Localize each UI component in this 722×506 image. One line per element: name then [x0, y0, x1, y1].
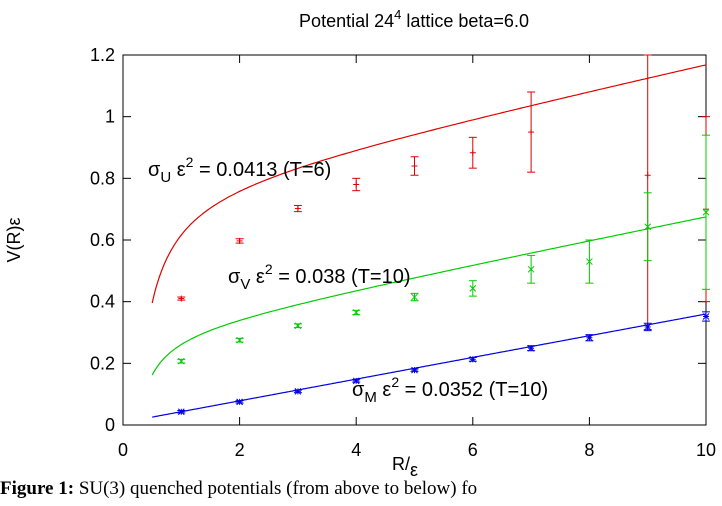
marker	[586, 334, 593, 342]
data-point-u	[177, 295, 186, 302]
marker	[352, 309, 360, 316]
x-tick-label: 4	[351, 440, 361, 460]
data-point-u	[527, 91, 536, 173]
fit-curve-u	[151, 64, 707, 304]
x-tick-label: 0	[118, 440, 128, 460]
x-tick-label: 6	[468, 440, 478, 460]
marker	[469, 285, 477, 292]
data-point-v	[527, 254, 536, 284]
marker	[644, 323, 652, 331]
figure-caption: Figure 1: SU(3) quenched potentials (fro…	[0, 478, 722, 500]
data-point-u	[293, 204, 302, 213]
marker	[702, 313, 710, 320]
marker	[294, 388, 302, 395]
y-tick-label: 0.2	[90, 353, 115, 373]
data-point-m	[643, 322, 652, 332]
marker	[352, 377, 360, 385]
y-tick-label: 0.6	[90, 230, 115, 250]
data-point-v	[352, 309, 361, 316]
data-point-v	[177, 357, 186, 365]
data-point-u	[235, 237, 244, 244]
data-point-u	[643, 54, 652, 330]
y-axis-label: V(R)ε	[4, 217, 24, 262]
data-point-v	[468, 280, 477, 297]
data-point-m	[410, 366, 419, 374]
x-tick-label: 8	[584, 440, 594, 460]
data-point-v	[585, 239, 594, 284]
potential-chart: 0 2 4 6 8 10 0 0.2 0.4 0.6 0.8 1 1.2 Potential 244 l…	[4, 7, 716, 478]
marker	[644, 223, 652, 231]
marker	[469, 355, 477, 363]
data-point-m	[235, 398, 244, 406]
data-point-m	[293, 388, 302, 395]
data-point-m	[527, 344, 536, 352]
data-point-m	[702, 311, 710, 322]
marker	[586, 258, 593, 265]
marker	[236, 398, 243, 406]
caption-text: SU(3) quenched potentials (from above to…	[74, 478, 478, 499]
marker	[177, 408, 185, 416]
data-point-u	[468, 136, 477, 169]
marker	[236, 336, 243, 344]
fit-curve-v	[151, 216, 707, 376]
data-point-v	[293, 322, 302, 330]
annotation-sigma-u: σU ε2 = 0.0413 (T=6)	[148, 154, 331, 186]
data-point-u	[410, 156, 419, 176]
chart-title: Potential 244 lattice beta=6.0	[299, 7, 529, 31]
data-point-v	[235, 336, 244, 344]
data-point-m	[585, 334, 594, 342]
data-point-v	[643, 192, 652, 262]
y-tick-label: 0	[105, 415, 115, 435]
caption-label: Figure 1:	[0, 478, 75, 499]
data-point-m	[352, 377, 361, 385]
marker	[177, 357, 185, 365]
marker	[294, 322, 302, 330]
annotation-sigma-m: σM ε2 = 0.0352 (T=10)	[352, 374, 548, 406]
data-point-m	[177, 408, 186, 416]
y-tick-label: 0.8	[90, 168, 115, 188]
x-tick-label: 2	[235, 440, 245, 460]
annotation-sigma-v: σV ε2 = 0.038 (T=10)	[228, 261, 411, 293]
y-tick-label: 1.2	[90, 45, 115, 65]
x-axis-label: R/ε	[392, 454, 418, 478]
y-tick-label: 0.4	[90, 292, 115, 312]
marker	[411, 366, 418, 374]
marker	[527, 344, 535, 352]
data-point-v	[702, 134, 710, 290]
marker	[702, 208, 710, 216]
data-point-v	[410, 292, 419, 302]
y-tick-label: 1	[105, 107, 115, 127]
fit-curve-m	[152, 313, 707, 418]
data-point-u	[352, 177, 361, 192]
data-point-m	[468, 355, 477, 363]
x-tick-label: 10	[696, 440, 716, 460]
marker	[411, 293, 418, 301]
marker	[527, 265, 535, 273]
